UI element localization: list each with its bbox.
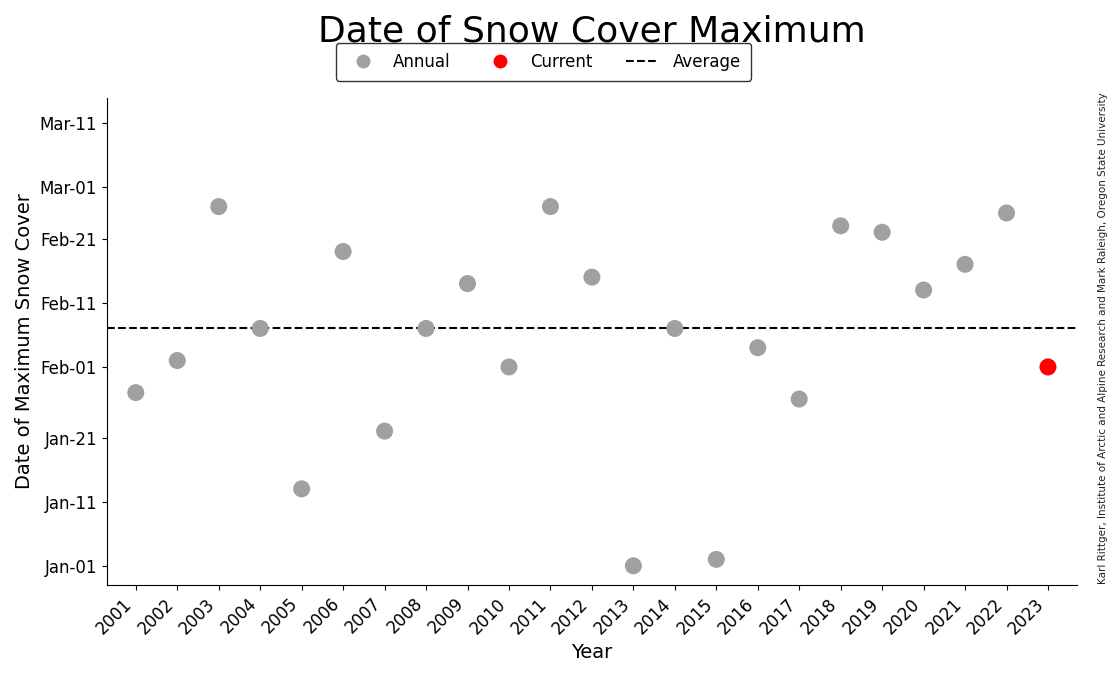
Y-axis label: Date of Maximum Snow Cover: Date of Maximum Snow Cover (15, 194, 34, 489)
Point (708, 554, 726, 565)
Point (500, 362, 517, 372)
Point (624, 561, 642, 571)
Point (458, 278, 476, 289)
Point (375, 426, 393, 437)
Point (334, 246, 352, 257)
Point (209, 201, 227, 212)
Point (791, 393, 809, 404)
Text: Karl Rittger, Institute of Arctic and Alpine Research and Mark Raleigh, Oregon S: Karl Rittger, Institute of Arctic and Al… (1099, 93, 1108, 584)
Point (832, 221, 850, 232)
Point (874, 227, 892, 238)
Point (915, 284, 933, 295)
Point (956, 259, 974, 269)
Point (127, 387, 144, 398)
Point (749, 343, 767, 353)
Point (1039, 362, 1057, 372)
Point (292, 483, 310, 494)
Point (541, 201, 559, 212)
Point (998, 208, 1016, 219)
Point (582, 271, 600, 282)
Point (666, 323, 684, 334)
X-axis label: Year: Year (571, 643, 613, 662)
Point (168, 355, 186, 366)
Title: Date of Snow Cover Maximum: Date of Snow Cover Maximum (318, 15, 866, 49)
Point (251, 323, 269, 334)
Point (417, 323, 435, 334)
Legend: Annual, Current, Average: Annual, Current, Average (336, 43, 750, 81)
